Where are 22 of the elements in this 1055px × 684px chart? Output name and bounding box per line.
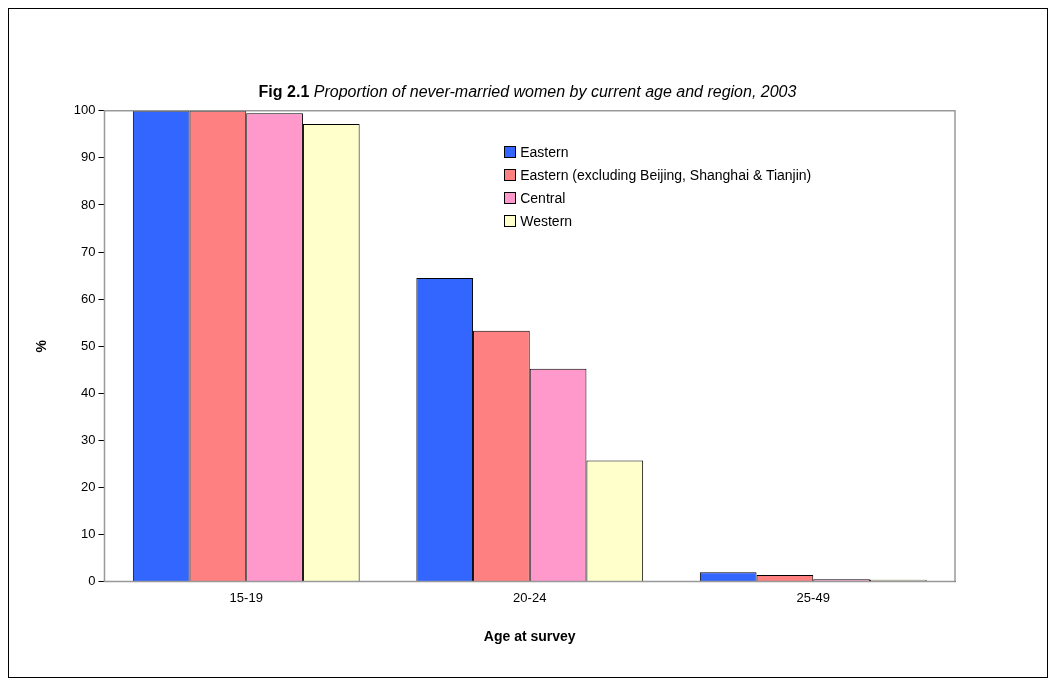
x-tick-label: 25-49 [796,589,830,605]
y-tick-label: 20 [81,479,96,495]
y-tick-label: 90 [81,149,96,165]
y-tick-label: 10 [81,526,96,542]
legend-label: Eastern (excluding Beijing, Shanghai & Tianjin) [520,165,812,185]
y-tick-label: 60 [81,290,96,306]
y-axis-title: % [33,339,50,353]
x-tick-label: 15-19 [229,589,263,605]
y-tick-label: 40 [81,384,96,400]
y-tick-label: 70 [81,243,96,259]
y-tick-label: 50 [81,337,96,353]
chart-subtitle: Proportion of never-married women by current age and region, 2003 [313,83,797,100]
y-tick-label: 100 [73,102,96,118]
legend-label: Central [520,188,566,208]
x-axis-title: Age at survey [483,628,576,645]
y-tick-label: 80 [81,196,96,212]
chart-title: Fig 2.1 [258,83,310,100]
x-tick-label: 20-24 [513,589,547,605]
legend-label: Western [520,211,573,231]
legend-label: Eastern [520,142,569,162]
y-tick-label: 30 [81,431,96,447]
y-tick-label: 0 [88,573,96,589]
